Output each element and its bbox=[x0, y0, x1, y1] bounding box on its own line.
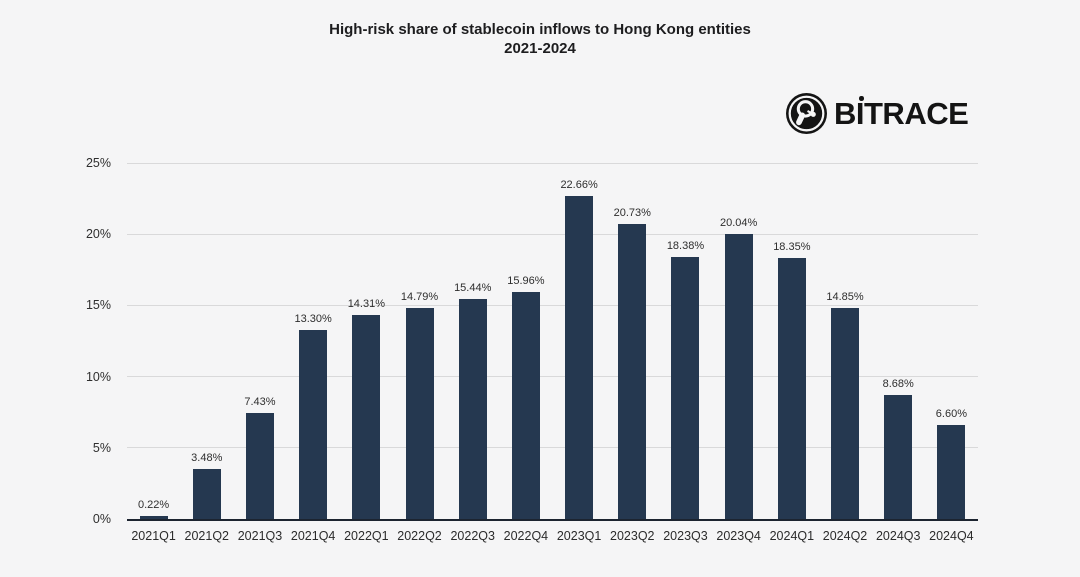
bar-value-label: 15.96% bbox=[507, 274, 545, 287]
bar-slot: 3.48% bbox=[180, 165, 233, 519]
bar bbox=[884, 395, 913, 519]
bar-value-label: 0.22% bbox=[137, 498, 170, 511]
x-axis-tick-label: 2024Q2 bbox=[822, 529, 868, 543]
bar-slot: 20.04% bbox=[712, 165, 765, 519]
y-axis-tick-label: 20% bbox=[85, 227, 111, 242]
plot-area: 0% 5% 10% 15% 20% 25% 0.22% 3.48% 7.43% 13.30% 14… bbox=[86, 156, 978, 543]
bar bbox=[192, 469, 221, 519]
x-axis-tick-label: 2021Q3 bbox=[237, 529, 283, 543]
bar-value-label: 6.60% bbox=[935, 408, 967, 421]
bar-value-label: 14.79% bbox=[400, 291, 439, 304]
bar bbox=[671, 257, 700, 519]
bar bbox=[724, 233, 753, 519]
bar-value-label: 14.85% bbox=[826, 290, 864, 303]
x-axis-tick-label: 2023Q1 bbox=[556, 529, 602, 543]
bar bbox=[565, 196, 594, 519]
bar-slot: 15.44% bbox=[446, 165, 499, 519]
x-axis-tick-label: 2024Q3 bbox=[875, 529, 921, 543]
bar-value-label: 8.68% bbox=[882, 378, 914, 391]
x-axis-tick-label: 2022Q3 bbox=[450, 529, 495, 543]
y-axis-tick-label: 0% bbox=[92, 512, 111, 526]
x-axis-tick-label: 2022Q4 bbox=[503, 529, 549, 543]
x-axis-labels: 2021Q1 2021Q2 2021Q3 2021Q4 2022Q1 2022Q2 2022… bbox=[127, 529, 978, 543]
x-axis-tick-label: 2024Q4 bbox=[929, 529, 974, 543]
bar-value-label: 18.38% bbox=[666, 240, 705, 253]
y-axis-tick-label: 5% bbox=[92, 440, 111, 455]
x-axis-tick-label: 2023Q2 bbox=[610, 529, 655, 543]
gridline bbox=[127, 304, 978, 306]
bar-value-label: 3.48% bbox=[191, 452, 223, 465]
gridline bbox=[127, 447, 978, 449]
x-axis-tick-label: 2021Q1 bbox=[131, 529, 176, 543]
bar bbox=[458, 299, 487, 519]
gridline bbox=[127, 233, 978, 235]
bar-value-label: 22.66% bbox=[560, 179, 598, 192]
chart-title-line2: 2021-2024 bbox=[504, 40, 576, 57]
x-axis-tick-label: 2023Q3 bbox=[663, 529, 708, 543]
bars-row: 0.22% 3.48% 7.43% 13.30% 14.31% 14.79% 15.44% 1… bbox=[127, 165, 978, 519]
chart-title: High-risk share of stablecoin inflows to… bbox=[0, 20, 1080, 58]
bar-slot: 8.68% bbox=[872, 165, 925, 519]
bar-slot: 14.79% bbox=[393, 165, 446, 519]
bar-slot: 22.66% bbox=[553, 165, 606, 519]
y-axis-tick-label: 15% bbox=[85, 298, 111, 313]
bar-value-label: 14.31% bbox=[347, 298, 385, 311]
bar bbox=[511, 291, 540, 519]
x-axis-tick-label: 2023Q4 bbox=[716, 529, 761, 543]
x-axis-tick-label: 2021Q4 bbox=[290, 529, 336, 543]
bar bbox=[618, 223, 647, 519]
x-axis-tick-label: 2021Q2 bbox=[184, 529, 230, 543]
x-axis-tick-label: 2024Q1 bbox=[769, 529, 815, 543]
bar-slot: 6.60% bbox=[925, 165, 978, 519]
bar-slot: 14.85% bbox=[818, 165, 871, 519]
x-axis-tick-label: 2022Q1 bbox=[344, 529, 389, 543]
bar-value-label: 15.44% bbox=[454, 282, 492, 295]
bar bbox=[245, 413, 274, 519]
bitrace-logo: BITRACE bbox=[786, 93, 969, 134]
bar bbox=[352, 315, 381, 519]
bar bbox=[937, 425, 966, 519]
x-axis-tick-label: 2022Q2 bbox=[397, 529, 442, 543]
chart-title-line1: High-risk share of stablecoin inflows to… bbox=[329, 21, 751, 38]
bar-slot: 13.30% bbox=[287, 165, 340, 519]
bar bbox=[777, 257, 806, 519]
y-axis-tick-label: 25% bbox=[85, 156, 111, 170]
bar-slot: 7.43% bbox=[233, 165, 286, 519]
bar-value-label: 13.30% bbox=[294, 312, 332, 325]
bar bbox=[405, 308, 434, 519]
bar bbox=[139, 515, 168, 519]
bar-slot: 18.38% bbox=[659, 165, 712, 519]
bar-slot: 18.35% bbox=[765, 165, 818, 519]
bar-value-label: 20.73% bbox=[613, 206, 651, 219]
bar-slot: 0.22% bbox=[127, 165, 180, 519]
bar-value-label: 7.43% bbox=[244, 396, 276, 409]
bar-slot: 15.96% bbox=[499, 165, 552, 519]
y-axis-tick-label: 10% bbox=[85, 369, 111, 384]
bitrace-logo-text: BITRACE bbox=[834, 93, 969, 134]
bar bbox=[299, 329, 328, 519]
bar-slot: 20.73% bbox=[606, 165, 659, 519]
gridline bbox=[127, 376, 978, 378]
bar-value-label: 20.04% bbox=[720, 216, 758, 229]
bitrace-magnifier-icon bbox=[786, 93, 827, 134]
gridline bbox=[127, 162, 978, 164]
bar-value-label: 18.35% bbox=[773, 240, 811, 253]
bar bbox=[831, 307, 860, 519]
bar-slot: 14.31% bbox=[340, 165, 393, 519]
